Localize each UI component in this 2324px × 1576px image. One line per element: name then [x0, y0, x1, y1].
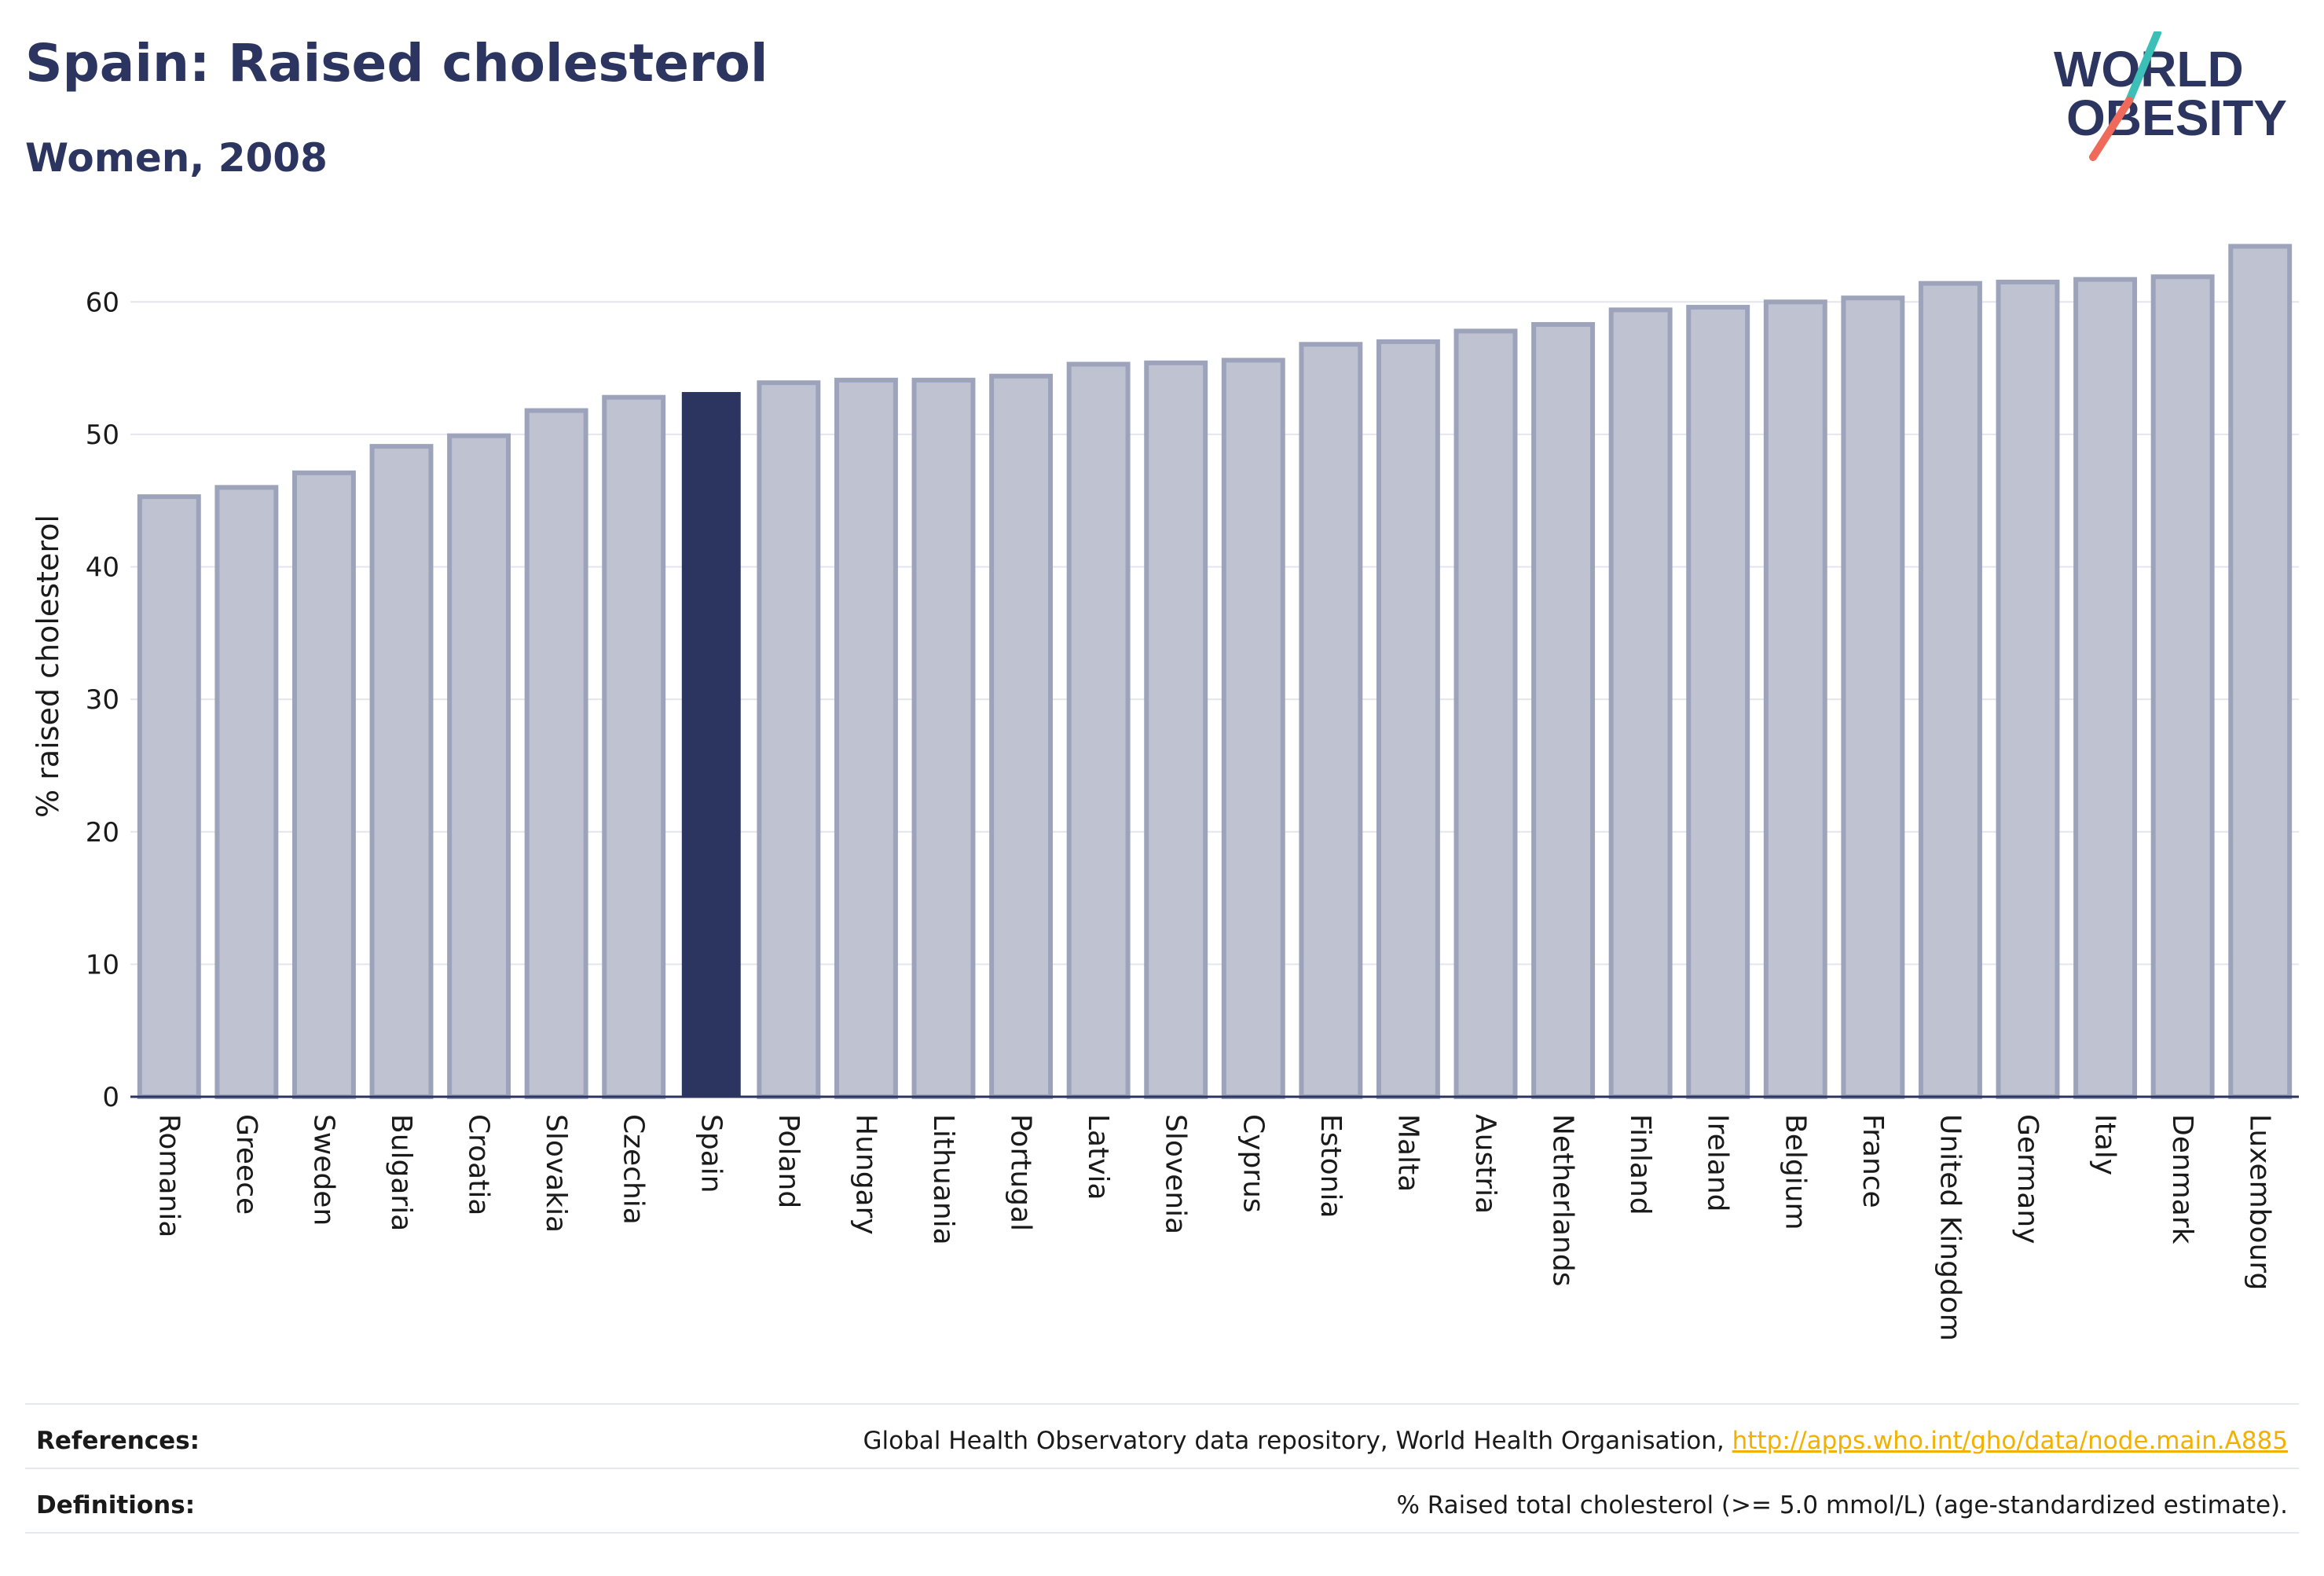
y-tick-label: 10 — [86, 949, 119, 980]
x-tick-label: Portugal — [1005, 1114, 1037, 1231]
bar-luxembourg — [2228, 244, 2293, 1099]
x-tick-label: Slovenia — [1160, 1114, 1192, 1234]
x-tick-label: Luxembourg — [2244, 1114, 2276, 1290]
bar-france — [1841, 295, 1905, 1100]
bar-spain — [681, 391, 741, 1097]
x-tick-label: Croatia — [463, 1114, 495, 1215]
bar-poland — [757, 380, 821, 1099]
x-tick-label: Bulgaria — [385, 1114, 417, 1231]
x-tick-label: Latvia — [1082, 1114, 1114, 1200]
footer-divider-bottom — [25, 1532, 2299, 1534]
definitions-label: Definitions: — [36, 1491, 196, 1519]
x-tick-label: United Kingdom — [1934, 1114, 1966, 1341]
y-tick-label: 0 — [102, 1082, 119, 1113]
bar-estonia — [1299, 342, 1363, 1100]
bar-czechia — [602, 394, 666, 1099]
bar-slovakia — [524, 408, 588, 1099]
bar-germany — [1996, 280, 2060, 1099]
bar-chart: 0 10 20 30 40 50 60 % raised cholesterol Romania… — [31, 244, 2299, 1341]
x-tick-label: Lithuania — [927, 1114, 959, 1245]
chart-title: Spain: Raised cholesterol — [25, 33, 768, 93]
bar-finland — [1608, 307, 1673, 1099]
x-tick-label: Belgium — [1779, 1114, 1811, 1230]
x-tick-label: Czechia — [618, 1114, 650, 1225]
x-tick-label: Cyprus — [1237, 1114, 1269, 1213]
y-axis-label: % raised cholesterol — [31, 515, 65, 818]
bar-denmark — [2150, 274, 2215, 1100]
bar-netherlands — [1531, 321, 1596, 1100]
chart-subtitle: Women, 2008 — [25, 135, 328, 181]
references-row: References: Global Health Observatory da… — [36, 1417, 2288, 1464]
bar-latvia — [1066, 361, 1131, 1099]
x-tick-label: Denmark — [2166, 1114, 2198, 1244]
bar-romania — [137, 494, 201, 1099]
bar-malta — [1376, 339, 1440, 1099]
definitions-row: Definitions: % Raised total cholesterol … — [36, 1482, 2288, 1529]
bar-italy — [2073, 277, 2138, 1099]
y-tick-label: 30 — [86, 684, 119, 716]
x-tick-label: Greece — [230, 1114, 262, 1215]
bar-greece — [214, 485, 279, 1099]
x-tick-label: Malta — [1391, 1114, 1424, 1192]
y-tick-label: 60 — [86, 287, 119, 318]
x-tick-label: Romania — [152, 1114, 185, 1237]
x-tick-label: Netherlands — [1547, 1114, 1579, 1286]
x-tick-label: Slovakia — [540, 1114, 572, 1233]
bar-austria — [1453, 328, 1518, 1099]
bar-hungary — [834, 377, 898, 1099]
x-tick-label: Sweden — [307, 1114, 339, 1226]
bar-croatia — [447, 433, 511, 1099]
x-tick-label: Germany — [2011, 1114, 2044, 1244]
bar-cyprus — [1221, 357, 1285, 1099]
references-content: Global Health Observatory data repositor… — [863, 1427, 2288, 1455]
bar-sweden — [291, 470, 356, 1099]
y-tick-label: 40 — [86, 552, 119, 584]
x-tick-label: Ireland — [1702, 1114, 1734, 1212]
references-label: References: — [36, 1427, 200, 1455]
world-obesity-logo: WORLD OBESITY — [2054, 31, 2287, 161]
x-tick-label: France — [1857, 1114, 1889, 1208]
references-link[interactable]: http://apps.who.int/gho/data/node.main.A… — [1732, 1427, 2288, 1455]
definitions-text: % Raised total cholesterol (>= 5.0 mmol/… — [1396, 1491, 2288, 1519]
references-text: Global Health Observatory data repositor… — [863, 1427, 1725, 1455]
y-tick-label: 20 — [86, 817, 119, 848]
x-tick-label: Finland — [1624, 1114, 1656, 1215]
logo-slash-teal — [2125, 31, 2161, 104]
footer-divider-top — [25, 1403, 2299, 1405]
logo-slash-coral — [2089, 97, 2133, 161]
bar-portugal — [989, 373, 1054, 1099]
x-tick-label: Hungary — [849, 1114, 882, 1235]
footer-divider-middle — [25, 1468, 2299, 1469]
x-tick-label: Poland — [772, 1114, 805, 1208]
bar-ireland — [1686, 305, 1750, 1099]
y-tick-label: 50 — [86, 420, 119, 451]
bar-united-kingdom — [1918, 280, 1982, 1099]
x-tick-label: Spain — [695, 1114, 727, 1193]
x-tick-label: Italy — [2089, 1114, 2121, 1175]
bar-slovenia — [1144, 360, 1208, 1099]
x-tick-label: Estonia — [1314, 1114, 1347, 1219]
bar-bulgaria — [369, 444, 434, 1099]
x-tick-label: Austria — [1469, 1114, 1501, 1214]
bar-lithuania — [911, 377, 976, 1099]
bar-belgium — [1763, 299, 1827, 1099]
